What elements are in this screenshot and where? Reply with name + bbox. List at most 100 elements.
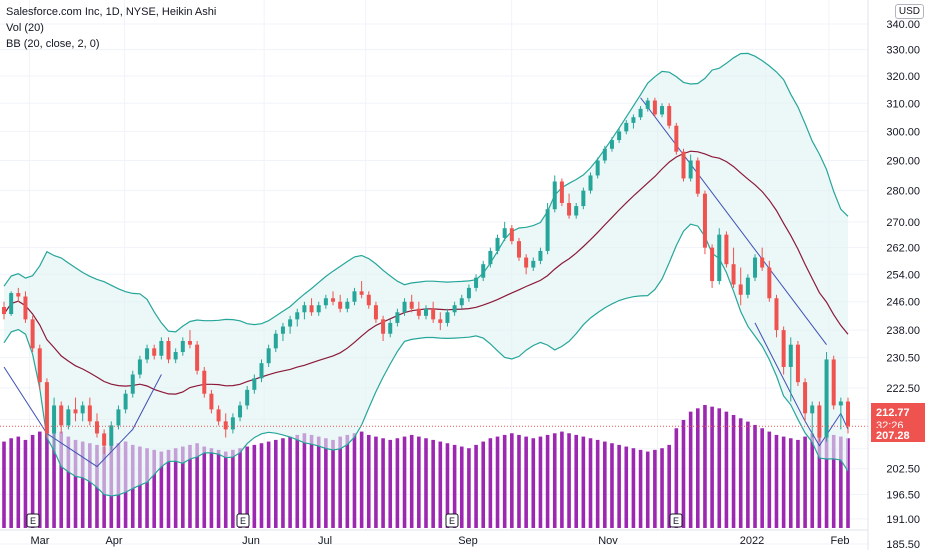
- candle-body: [37, 348, 42, 383]
- volume-bar: [181, 446, 185, 528]
- volume-bar: [767, 431, 772, 528]
- y-tick-label: 310.00: [886, 98, 920, 110]
- candle-body: [44, 382, 49, 434]
- y-axis[interactable]: 340.00 330.00 320.00 310.00 300.00 290.00 280.…: [867, 0, 920, 550]
- volume-bar: [474, 444, 478, 528]
- y-tick-label: 246.00: [886, 297, 920, 309]
- legend-vol[interactable]: Vol (20): [6, 22, 44, 34]
- earnings-box: [669, 513, 683, 528]
- candle-body: [710, 247, 715, 282]
- volume-bar: [309, 434, 314, 528]
- y-tick-label: 222.50: [886, 383, 920, 395]
- volume-bar: [796, 439, 800, 528]
- volume-bar: [188, 444, 192, 528]
- volume-bar: [288, 436, 292, 528]
- volume-bar: [374, 436, 378, 528]
- currency-badge[interactable]: USD: [894, 4, 924, 19]
- volume-bar: [166, 449, 171, 528]
- x-tick-label: Nov: [598, 535, 618, 547]
- y-tick-label: 300.00: [886, 126, 920, 138]
- candle-body: [509, 228, 514, 242]
- volume-bar: [381, 438, 385, 528]
- candle-body: [266, 348, 271, 364]
- candle-body: [295, 312, 300, 320]
- x-tick-label: Sep: [458, 535, 478, 547]
- volume-bar: [517, 434, 521, 528]
- volume-bar: [538, 436, 543, 528]
- candle-body: [731, 264, 736, 285]
- volume-bar: [674, 428, 679, 528]
- candle-body: [495, 237, 500, 251]
- volume-bar: [688, 411, 693, 528]
- volume-bar: [37, 431, 42, 528]
- candle-body: [638, 108, 643, 118]
- volume-bar: [610, 443, 614, 528]
- candle-body: [395, 312, 400, 323]
- earnings-label: E: [30, 516, 36, 526]
- candle-body: [581, 190, 586, 207]
- volume-bar: [746, 421, 750, 528]
- volume-bar: [488, 438, 493, 528]
- candle-body: [695, 160, 700, 194]
- legend-title[interactable]: Salesforce.com Inc, 1D, NYSE, Heikin Ash…: [6, 6, 217, 18]
- candle-body: [424, 308, 428, 316]
- candle-body: [574, 206, 579, 216]
- volume-bar: [788, 438, 793, 528]
- candles: [2, 97, 850, 455]
- candle-body: [438, 319, 443, 323]
- volume-bar: [781, 436, 786, 528]
- volume-bar: [846, 438, 850, 528]
- volume-bar: [45, 428, 49, 528]
- candle-body: [109, 425, 114, 446]
- volume-bar: [481, 441, 486, 528]
- candle-body: [431, 308, 436, 320]
- candle-body: [416, 308, 421, 316]
- volume-bar: [2, 441, 6, 528]
- candle-body: [16, 293, 21, 297]
- volume-bar: [824, 431, 829, 528]
- candle-body: [846, 401, 850, 427]
- volume-bar: [467, 448, 471, 528]
- volume-bar: [660, 448, 664, 528]
- y-tick-label: 280.00: [886, 186, 920, 198]
- candle-body: [781, 330, 786, 367]
- earnings-box: [236, 513, 250, 528]
- legend-bb[interactable]: BB (20, close, 2, 0): [6, 38, 100, 50]
- volume-bar: [531, 438, 536, 528]
- volume-bar: [223, 451, 228, 528]
- candle-body: [745, 277, 750, 295]
- volume-bar: [581, 436, 586, 528]
- earnings-box: [445, 513, 459, 528]
- candle-body: [80, 405, 85, 414]
- candle-body: [66, 409, 71, 426]
- candle-body: [803, 382, 808, 414]
- volume-bar: [703, 405, 707, 528]
- volume-bar: [266, 441, 271, 528]
- volume-bar: [16, 436, 21, 528]
- candle-body: [223, 421, 228, 430]
- volume-bar: [73, 439, 78, 528]
- x-axis[interactable]: Mar Apr Jun Jul Sep Nov 2022 Feb: [0, 529, 868, 547]
- candle-body: [23, 296, 28, 320]
- y-tick-label: 185.50: [886, 539, 920, 550]
- volume-bar: [738, 418, 743, 528]
- candle-body: [681, 151, 686, 179]
- candle-body: [567, 202, 572, 216]
- lower-curve-left: [3, 366, 162, 468]
- volume-bar: [259, 443, 264, 528]
- volume-bar: [560, 431, 564, 528]
- candle-body: [388, 322, 393, 334]
- candle-body: [688, 160, 693, 179]
- volume-bar: [395, 438, 400, 528]
- candle-body: [137, 359, 142, 375]
- candle-body: [552, 181, 557, 210]
- candle-body: [352, 291, 357, 302]
- earnings-marker: E: [236, 513, 250, 528]
- candle-body: [702, 193, 707, 248]
- volume-bar: [402, 436, 407, 528]
- candle-body: [459, 298, 464, 306]
- volume-bar: [281, 438, 285, 528]
